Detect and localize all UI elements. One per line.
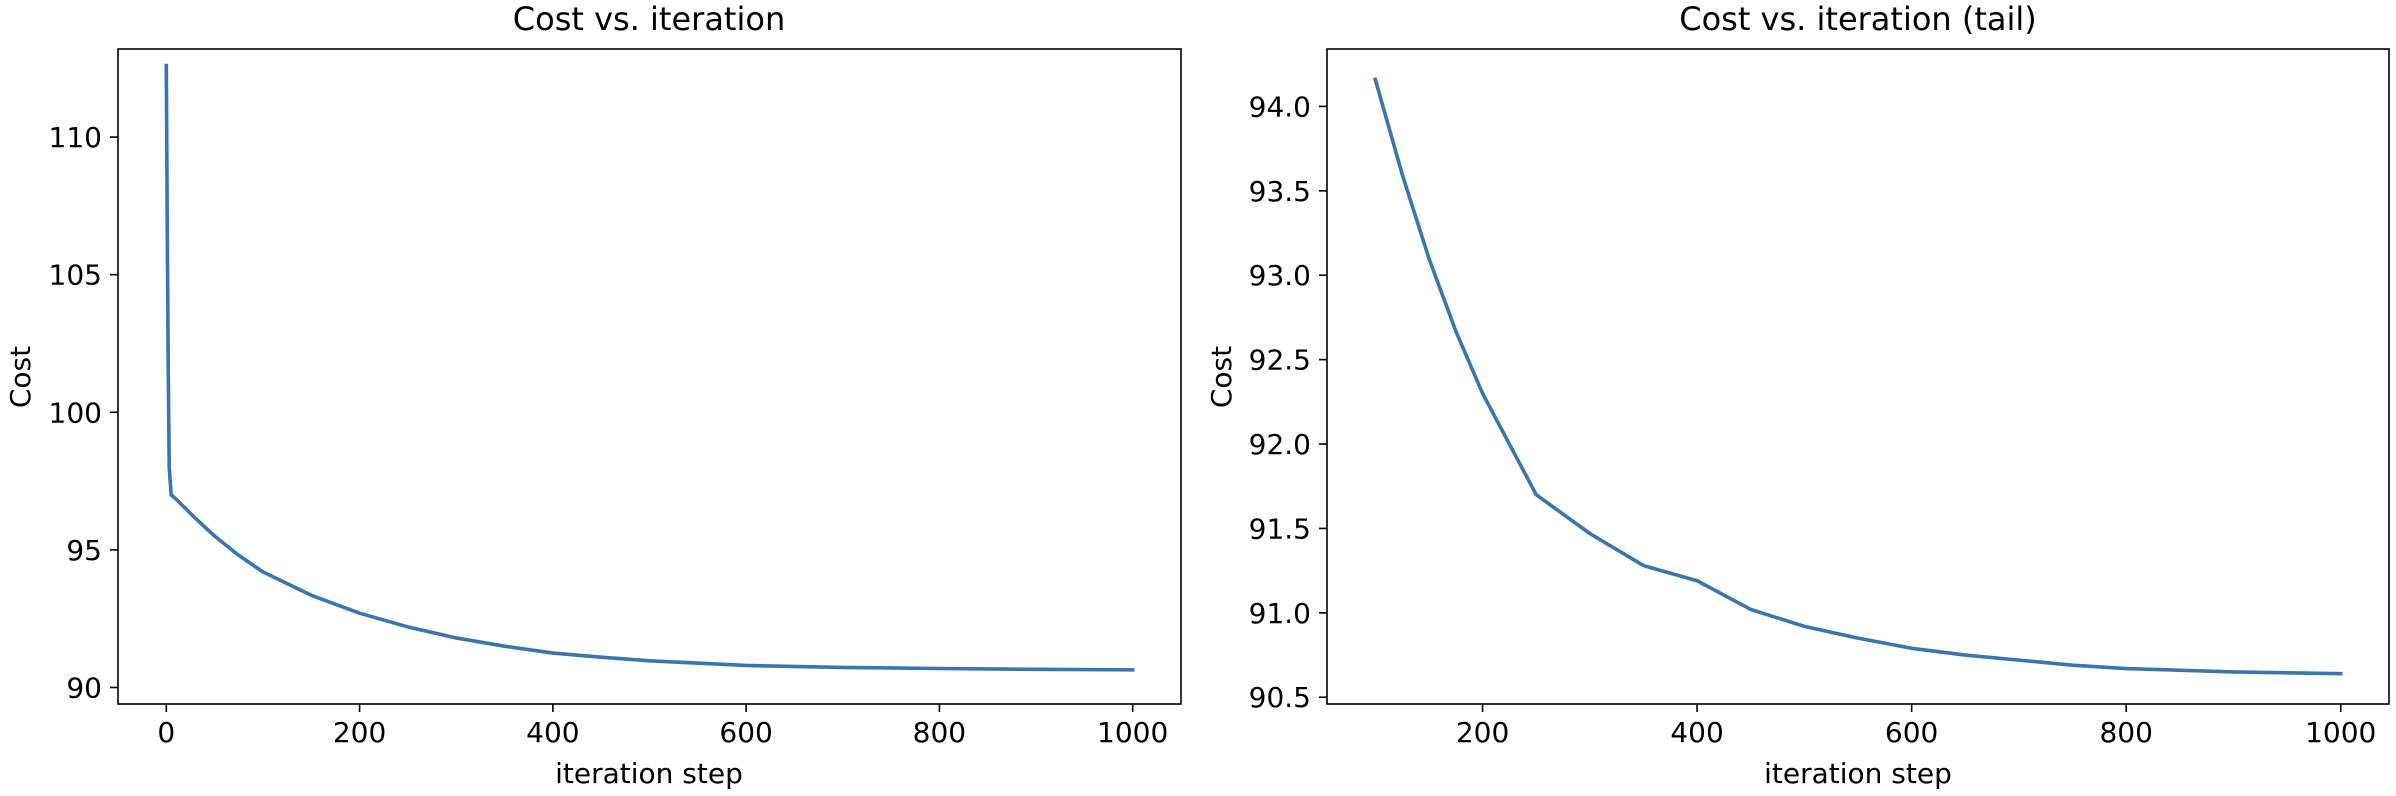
chart-title: Cost vs. iteration (513, 0, 785, 38)
x-tick-label: 0 (157, 716, 175, 749)
plot-frame (1326, 48, 2390, 705)
y-tick-label: 91.5 (1249, 512, 1311, 545)
y-tick-label: 93.0 (1249, 259, 1311, 292)
y-tick-label: 105 (49, 259, 102, 292)
chart-panel-cost-vs-iteration-tail: Cost vs. iteration (tail) Cost iteration… (1205, 0, 2390, 790)
plot-area (1373, 77, 2343, 676)
x-axis-label: iteration step (555, 757, 743, 790)
x-tick-label: 600 (719, 716, 772, 749)
plot-frame (117, 48, 1182, 705)
y-tick-label: 100 (49, 396, 102, 429)
y-tick-label: 110 (49, 121, 102, 154)
x-tick-label: 400 (526, 716, 579, 749)
y-tick-label: 90 (66, 671, 102, 704)
x-axis-label: iteration step (1764, 757, 1952, 790)
x-tick-label: 800 (913, 716, 966, 749)
series-line (164, 63, 1135, 672)
x-tick-label: 400 (1670, 716, 1723, 749)
x-tick-label: 1000 (2305, 716, 2376, 749)
y-tick-label: 92.5 (1249, 344, 1311, 377)
y-tick-label: 95 (66, 534, 102, 567)
y-axis-label: Cost (1205, 346, 1238, 408)
y-tick-label: 92.0 (1249, 428, 1311, 461)
y-tick-label: 91.0 (1249, 597, 1311, 630)
tick-group: 200 400 600 800 1000 90.5 91.0 91.5 92.0 92.5 93.0… (1249, 90, 2377, 749)
series-line (1373, 77, 2343, 676)
y-tick-label: 90.5 (1249, 681, 1311, 714)
tick-group: 0 200 400 600 800 1000 90 95 100 105 110 (49, 121, 1169, 749)
x-tick-label: 200 (333, 716, 386, 749)
y-tick-label: 94.0 (1249, 90, 1311, 123)
x-tick-label: 200 (1456, 716, 1509, 749)
x-tick-label: 600 (1885, 716, 1938, 749)
plot-area (164, 63, 1135, 672)
chart-panel-cost-vs-iteration: Cost vs. iteration Cost iteration step 0… (4, 0, 1182, 790)
chart-title: Cost vs. iteration (tail) (1679, 0, 2037, 38)
x-tick-label: 1000 (1097, 716, 1168, 749)
y-axis-label: Cost (4, 346, 37, 408)
x-tick-label: 800 (2099, 716, 2152, 749)
y-tick-label: 93.5 (1249, 175, 1311, 208)
